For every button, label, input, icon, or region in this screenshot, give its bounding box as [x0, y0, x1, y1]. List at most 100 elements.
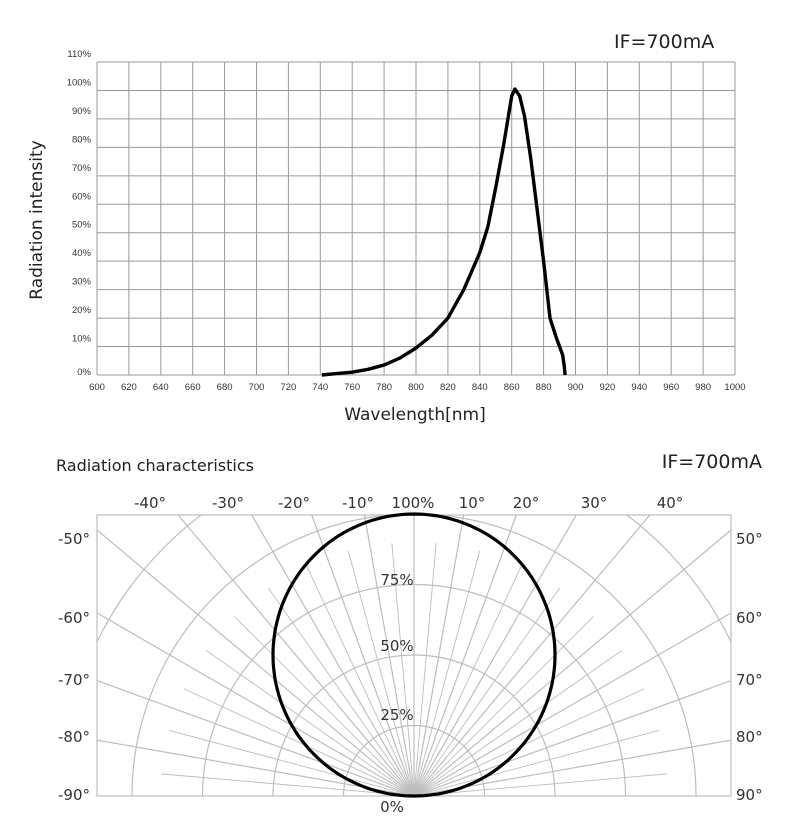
- angle-tick-label: 30°: [581, 494, 608, 512]
- angle-tick-label: -40°: [134, 494, 166, 512]
- y-tick-label: 20%: [72, 305, 92, 316]
- radial-tick-label: 50%: [380, 637, 413, 655]
- polar-spoke-minor: [413, 565, 522, 796]
- x-tick-label: 600: [89, 382, 105, 393]
- polar-spoke: [413, 529, 732, 797]
- polar-ring: [97, 515, 731, 644]
- polar-spoke: [413, 514, 651, 797]
- polar-spoke-minor: [413, 688, 645, 796]
- y-tick-label: 30%: [72, 277, 92, 288]
- y-tick-label: 60%: [72, 191, 92, 202]
- radial-tick-label: 75%: [380, 571, 413, 589]
- x-tick-label: 680: [217, 382, 233, 393]
- radial-tick-label: 25%: [380, 706, 413, 724]
- polar-spoke: [413, 612, 732, 797]
- x-tick-label: 780: [376, 382, 392, 393]
- y-tick-label: 0%: [77, 367, 91, 378]
- angle-tick-label: 40°: [657, 494, 684, 512]
- polar-spoke: [311, 514, 415, 797]
- angle-tick-label: 80°: [736, 728, 763, 746]
- angle-tick-label: -10°: [342, 494, 374, 512]
- angle-tick-label: 20°: [513, 494, 540, 512]
- angle-tick-label: 70°: [736, 671, 763, 689]
- angle-tick-label: 90°: [736, 786, 763, 804]
- polar-spoke-minor: [391, 543, 415, 796]
- x-tick-label: 640: [153, 382, 169, 393]
- angle-tick-label: -20°: [278, 494, 310, 512]
- angle-tick-label: -70°: [58, 671, 90, 689]
- angle-tick-label: -80°: [58, 728, 90, 746]
- polar-spoke: [413, 680, 732, 797]
- x-tick-label: 620: [121, 382, 137, 393]
- x-axis-label: Wavelength[nm]: [344, 405, 485, 425]
- polar-spoke: [96, 612, 415, 797]
- polar-tick-labels: -40° -30° -20° -10° 10° 20° 30° 40° -50° -60° -70°…: [58, 494, 763, 816]
- polar-ring: [342, 724, 486, 796]
- polar-spoke-minor: [306, 565, 415, 796]
- polar-grid: [96, 514, 732, 797]
- y-tick-label: 40%: [72, 248, 92, 259]
- polar-spoke: [413, 514, 465, 797]
- polar-spoke-minor: [413, 650, 623, 796]
- polar-ring: [201, 583, 627, 796]
- polar-spoke-minor: [413, 729, 660, 796]
- polar-spoke-minor: [413, 616, 594, 796]
- angle-tick-label: 50°: [736, 530, 763, 548]
- x-tick-label: 1000: [724, 382, 745, 393]
- polar-spoke: [413, 514, 577, 797]
- angle-tick-label: -30°: [212, 494, 244, 512]
- polar-spoke-minor: [413, 543, 437, 796]
- polar-spoke: [177, 514, 415, 797]
- angle-tick-label: 60°: [736, 609, 763, 627]
- y-tick-label: 50%: [72, 220, 92, 231]
- x-tick-label: 700: [249, 382, 265, 393]
- series-line: [321, 87, 567, 377]
- polar-spoke-minor: [205, 650, 415, 796]
- polar-spoke: [413, 739, 732, 797]
- polar-chart-title: Radiation characteristics: [56, 456, 254, 475]
- polar-spoke: [251, 514, 415, 797]
- polar-spoke-minor: [183, 688, 415, 796]
- x-tick-label: 760: [344, 382, 360, 393]
- x-tick-label: 960: [663, 382, 679, 393]
- angle-tick-label: -50°: [58, 530, 90, 548]
- x-tick-label: 720: [280, 382, 296, 393]
- current-annotation: IF=700mA: [614, 31, 714, 53]
- x-tick-label: 660: [185, 382, 201, 393]
- x-tick-label: 900: [568, 382, 584, 393]
- x-tick-label: 820: [440, 382, 456, 393]
- polar-current-annotation: IF=700mA: [662, 451, 762, 473]
- x-tick-label: 840: [472, 382, 488, 393]
- x-tick-labels: 600 620 640 660 680 700 720 740 760 780 800 820 840 8…: [89, 382, 746, 393]
- x-tick-label: 740: [312, 382, 328, 393]
- y-tick-labels: 0% 10% 20% 30% 40% 50% 60% 70% 80% 90% 100% 110%: [67, 49, 92, 378]
- polar-spoke-minor: [413, 550, 481, 796]
- polar-spoke: [413, 514, 517, 797]
- radial-tick-label: 100%: [392, 494, 435, 512]
- y-tick-label: 90%: [72, 106, 92, 117]
- y-tick-label: 110%: [67, 49, 91, 60]
- y-tick-label: 10%: [72, 334, 92, 345]
- radial-tick-label: 0%: [380, 798, 404, 816]
- polar-ring: [272, 654, 556, 796]
- y-tick-label: 80%: [72, 134, 92, 145]
- y-tick-label: 70%: [72, 163, 92, 174]
- polar-spoke-minor: [234, 616, 415, 796]
- polar-ring: [131, 515, 697, 796]
- polar-spoke: [96, 739, 415, 797]
- x-tick-label: 920: [599, 382, 615, 393]
- y-tick-label: 100%: [67, 77, 92, 88]
- grid: [96, 61, 736, 376]
- polar-spoke: [96, 529, 415, 797]
- x-tick-label: 800: [408, 382, 424, 393]
- x-tick-label: 940: [631, 382, 647, 393]
- polar-spoke-minor: [413, 587, 560, 796]
- y-axis-label: Radiation intensity: [27, 140, 47, 299]
- polar-spoke-minor: [413, 773, 667, 796]
- radiation-pattern-curve: [271, 512, 557, 798]
- angle-tick-label: 10°: [459, 494, 486, 512]
- x-tick-label: 980: [695, 382, 711, 393]
- polar-spoke-minor: [268, 587, 415, 796]
- angle-tick-label: -60°: [58, 609, 90, 627]
- polar-spoke: [96, 680, 415, 797]
